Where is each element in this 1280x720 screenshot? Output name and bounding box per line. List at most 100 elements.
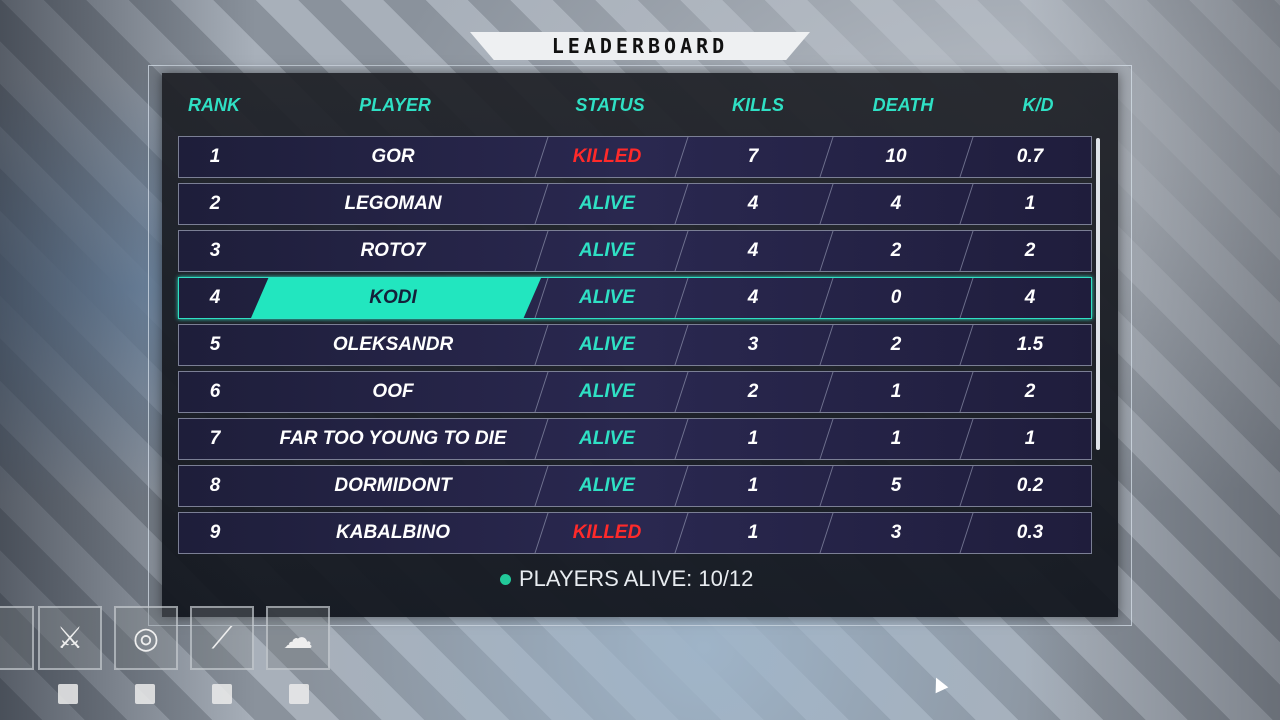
column-separator [674,466,689,506]
cell-player: OLEKSANDR [332,334,454,355]
column-separator [534,513,549,553]
cell-player: KODI [369,287,417,308]
cell-status: ALIVE [579,475,635,496]
players-alive-text: PLAYERS ALIVE: 10/12 [519,566,754,591]
header-kills: KILLS [732,95,784,115]
cell-kills: 7 [747,146,759,167]
cell-kills: 2 [747,381,759,402]
cell-death: 2 [890,240,902,261]
column-separator [959,184,974,224]
cell-status: ALIVE [579,240,635,261]
cell-rank: 4 [209,287,221,308]
leaderboard-frame [148,65,1132,626]
column-separator [819,419,834,459]
column-separator [534,137,549,177]
table-row[interactable]: 7 FAR TOO YOUNG TO DIE ALIVE 1 1 1 [178,418,1092,460]
table-row[interactable]: 3 ROTO7 ALIVE 4 2 2 [178,230,1092,272]
column-separator [959,231,974,271]
column-separator [819,372,834,412]
cell-status: ALIVE [579,334,635,355]
cell-kd: 2 [1024,381,1036,402]
cell-death: 10 [885,146,907,167]
hotbar-slot-shield[interactable]: ◎ [114,606,178,670]
table-row[interactable]: 6 OOF ALIVE 2 1 2 [178,371,1092,413]
column-separator [819,231,834,271]
shield-icon: ◎ [132,620,160,656]
header-rank: RANK [188,95,240,115]
table-row[interactable]: 8 DORMIDONT ALIVE 1 5 0.2 [178,465,1092,507]
cell-rank: 8 [209,475,221,496]
cell-death: 4 [890,193,902,214]
cell-rank: 9 [209,522,221,543]
cell-status: ALIVE [579,287,635,308]
cell-status: ALIVE [579,193,635,214]
header-status: STATUS [575,95,645,115]
cell-status: KILLED [572,522,642,543]
column-separator [534,372,549,412]
cell-kd: 1 [1024,193,1036,214]
table-row[interactable]: 5 OLEKSANDR ALIVE 3 2 1.5 [178,324,1092,366]
column-separator [674,419,689,459]
column-separator [534,184,549,224]
column-separator [819,278,834,318]
cell-death: 0 [890,287,902,308]
cell-player: GOR [371,146,415,167]
column-separator [674,184,689,224]
column-separator [819,325,834,365]
cell-rank: 5 [209,334,221,355]
cell-kills: 1 [747,428,759,449]
cell-status: ALIVE [579,428,635,449]
header-kd: K/D [1022,95,1054,115]
cell-kills: 3 [747,334,759,355]
cell-death: 5 [890,475,902,496]
cell-kills: 4 [747,240,759,261]
column-separator [674,325,689,365]
scrollbar[interactable] [1096,138,1100,450]
cell-kd: 4 [1024,287,1036,308]
cell-kd: 0.2 [1016,475,1044,496]
header-player: PLAYER [359,95,431,115]
hotbar-slot-partial[interactable] [0,606,34,670]
hotbar-slot-hat[interactable]: ☁ [266,606,330,670]
cell-kd: 1.5 [1016,334,1044,355]
leaderboard-title: LEADERBOARD [470,32,810,60]
hat-icon: ☁ [283,620,313,656]
cell-death: 2 [890,334,902,355]
column-separator [959,325,974,365]
header-death: DEATH [872,95,934,115]
current-player-highlight [251,278,541,318]
column-separator [819,137,834,177]
column-separator [534,419,549,459]
table-row-current-player[interactable]: 4 KODI ALIVE 4 0 4 [178,277,1092,319]
cell-kills: 1 [747,475,759,496]
table-row[interactable]: 9 KABALBINO KILLED 1 3 0.3 [178,512,1092,554]
column-separator [534,466,549,506]
cell-player: KABALBINO [336,522,450,543]
hotbar-key [289,684,309,704]
cell-player: DORMIDONT [334,475,452,496]
players-alive-indicator: PLAYERS ALIVE: 10/12 [500,566,753,592]
column-separator [959,278,974,318]
cell-death: 1 [890,381,902,402]
hotbar-slot-wand[interactable]: ⟋ [190,606,254,670]
column-separator [819,513,834,553]
cell-death: 1 [890,428,902,449]
column-separator [819,466,834,506]
cell-rank: 7 [209,428,221,449]
cell-death: 3 [890,522,902,543]
hotbar-key [135,684,155,704]
cell-player: LEGOMAN [344,193,442,214]
column-separator [534,231,549,271]
cell-kd: 0.3 [1016,522,1044,543]
cell-kills: 1 [747,522,759,543]
column-separator [674,372,689,412]
column-separator [819,184,834,224]
cell-kd: 1 [1024,428,1036,449]
sword-icon: ⚔ [56,620,84,656]
cell-rank: 2 [209,193,221,214]
cell-kd: 0.7 [1016,146,1044,167]
hotbar-slot-sword[interactable]: ⚔ [38,606,102,670]
table-row[interactable]: 1 GOR KILLED 7 10 0.7 [178,136,1092,178]
table-row[interactable]: 2 LEGOMAN ALIVE 4 4 1 [178,183,1092,225]
column-separator [959,513,974,553]
